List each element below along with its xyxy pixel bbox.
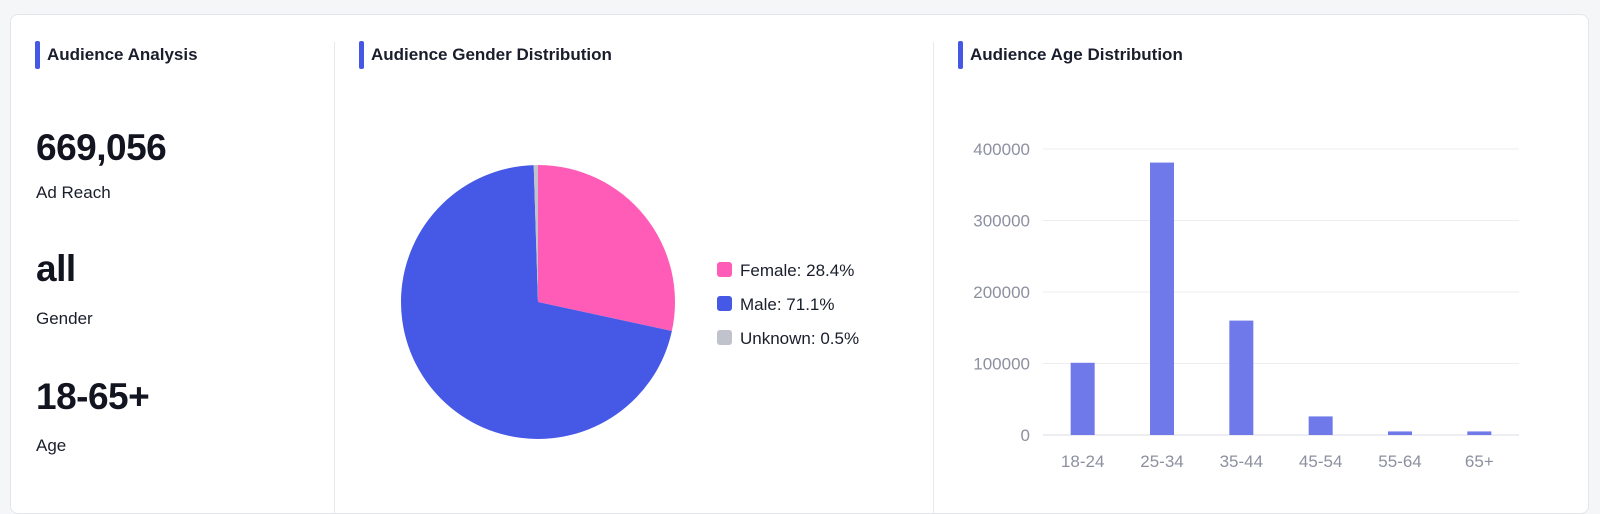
age-distribution-title: Audience Age Distribution <box>958 41 1183 69</box>
y-tick-label: 100000 <box>973 355 1030 374</box>
x-tick-label: 18-24 <box>1061 452 1104 471</box>
bar-45-54[interactable] <box>1308 416 1333 435</box>
title-accent-bar <box>359 41 364 69</box>
age-distribution-title-text: Audience Age Distribution <box>970 45 1183 64</box>
audience-card: Audience Analysis 669,056 Ad Reach all G… <box>10 14 1589 514</box>
audience-analysis-title-text: Audience Analysis <box>47 45 198 64</box>
panel-divider <box>334 42 335 513</box>
bar-18-24[interactable] <box>1070 362 1095 435</box>
bar-35-44[interactable] <box>1229 320 1254 435</box>
legend-label-male[interactable]: Male: 71.1% <box>740 295 835 314</box>
y-tick-label: 300000 <box>973 212 1030 231</box>
legend-swatch-unknown[interactable] <box>717 330 732 345</box>
gender-label: Gender <box>36 309 93 328</box>
gender-distribution-panel: Audience Gender Distribution Female: 28.… <box>335 15 933 513</box>
gender-distribution-title: Audience Gender Distribution <box>359 41 612 69</box>
audience-analysis-title: Audience Analysis <box>35 41 198 69</box>
x-tick-label: 65+ <box>1465 452 1494 471</box>
pie-slice-unknown[interactable] <box>533 165 538 302</box>
x-tick-label: 25-34 <box>1140 452 1183 471</box>
age-label: Age <box>36 436 67 455</box>
age-distribution-panel: Audience Age Distribution 0 100000 200000 3… <box>934 15 1588 513</box>
bar-25-34[interactable] <box>1150 162 1174 435</box>
gender-pie-chart: Female: 28.4% Male: 71.1% Unknown: 0.5% <box>401 165 859 439</box>
legend-label-unknown[interactable]: Unknown: 0.5% <box>740 329 859 348</box>
title-accent-bar <box>958 41 963 69</box>
gender-value: all <box>36 248 76 289</box>
ad-reach-label: Ad Reach <box>36 183 111 202</box>
legend-label-female[interactable]: Female: 28.4% <box>740 261 854 280</box>
y-tick-label: 0 <box>1021 426 1030 445</box>
bar-65+[interactable] <box>1467 431 1492 435</box>
age-value: 18-65+ <box>36 376 150 417</box>
x-tick-label: 55-64 <box>1378 452 1421 471</box>
age-bar-chart: 0 100000 200000 300000 400000 18-24 25-34 35-44… <box>973 140 1519 471</box>
pie-slice-male[interactable] <box>401 165 672 439</box>
audience-analysis-panel: Audience Analysis 669,056 Ad Reach all G… <box>11 15 335 513</box>
title-accent-bar <box>35 41 40 69</box>
y-tick-label: 200000 <box>973 283 1030 302</box>
x-tick-label: 35-44 <box>1220 452 1263 471</box>
pie-slice-female[interactable] <box>538 165 675 332</box>
legend-swatch-female[interactable] <box>717 262 732 277</box>
legend-swatch-male[interactable] <box>717 296 732 311</box>
ad-reach-value: 669,056 <box>36 127 167 168</box>
panel-divider <box>933 42 934 513</box>
gender-distribution-title-text: Audience Gender Distribution <box>371 45 612 64</box>
x-tick-label: 45-54 <box>1299 452 1342 471</box>
y-tick-label: 400000 <box>973 140 1030 159</box>
bar-55-64[interactable] <box>1388 431 1412 435</box>
